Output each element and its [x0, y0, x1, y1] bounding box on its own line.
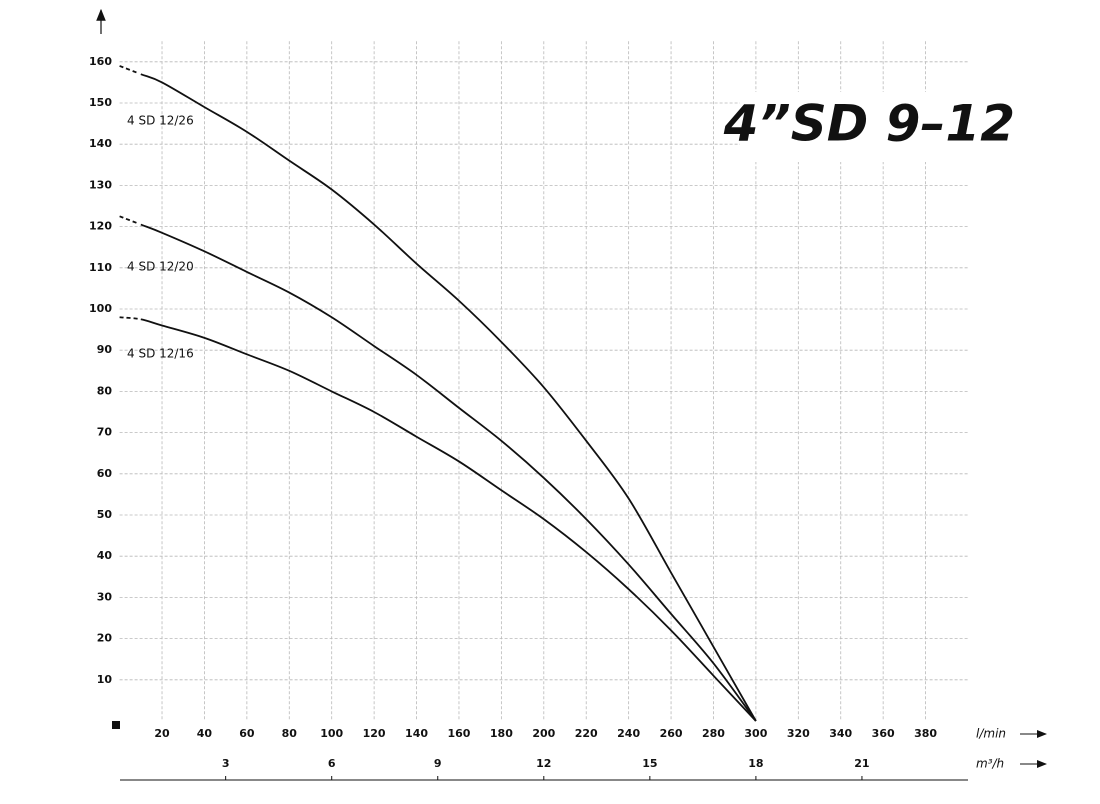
- series-label: 4 SD 12/20: [127, 260, 194, 274]
- y-tick-label: 100: [89, 302, 112, 315]
- origin-marker: [112, 721, 120, 729]
- series-label: 4 SD 12/16: [127, 347, 194, 361]
- x-tick-label: 280: [702, 727, 725, 740]
- curve: [119, 65, 757, 722]
- y-tick-label: 90: [97, 343, 113, 356]
- y-tick-label: 30: [97, 590, 113, 603]
- title-box: [740, 92, 1030, 162]
- x2-tick-label: 21: [854, 757, 869, 770]
- x-tick-label: 320: [787, 727, 810, 740]
- x-axis-unit: l/min: [976, 727, 1006, 741]
- x-tick-label: 20: [154, 727, 170, 740]
- x-tick-label: 140: [405, 727, 428, 740]
- y-tick-label: 80: [97, 384, 113, 397]
- x-tick-label: 160: [447, 727, 470, 740]
- curve: [119, 215, 757, 722]
- x-tick-label: 60: [239, 727, 255, 740]
- y-tick-label: 120: [89, 220, 112, 233]
- y-tick-label: 160: [89, 55, 112, 68]
- x2-tick-label: 6: [328, 757, 336, 770]
- y-tick-label: 20: [97, 632, 113, 645]
- chart-title: 4”SD 9–12: [723, 95, 1015, 153]
- y-tick-label: 140: [89, 137, 112, 150]
- x2-tick-label: 9: [434, 757, 442, 770]
- x2-tick-label: 18: [748, 757, 763, 770]
- y-tick-label: 40: [97, 549, 113, 562]
- y-tick-label: 70: [97, 426, 113, 439]
- x-tick-label: 120: [363, 727, 386, 740]
- x-tick-label: 100: [320, 727, 343, 740]
- series-label: 4 SD 12/26: [127, 114, 194, 128]
- y-tick-label: 50: [97, 508, 113, 521]
- curve: [119, 316, 757, 722]
- y-tick-label: 150: [89, 96, 112, 109]
- x-tick-label: 200: [532, 727, 555, 740]
- x-tick-label: 40: [197, 727, 213, 740]
- x-tick-label: 80: [282, 727, 298, 740]
- y-tick-label: 110: [89, 261, 112, 274]
- x-tick-label: 340: [829, 727, 852, 740]
- x2-tick-label: 15: [642, 757, 657, 770]
- x2-tick-label: 3: [222, 757, 230, 770]
- x-tick-label: 360: [872, 727, 895, 740]
- x-tick-label: 380: [914, 727, 937, 740]
- x2-tick-label: 12: [536, 757, 551, 770]
- x-tick-label: 180: [490, 727, 513, 740]
- x-tick-label: 220: [575, 727, 598, 740]
- x-tick-label: 260: [660, 727, 683, 740]
- y-tick-label: 60: [97, 467, 113, 480]
- x-tick-label: 300: [744, 727, 767, 740]
- y-tick-label: 10: [97, 673, 113, 686]
- x2-axis-unit: m³/h: [976, 757, 1004, 771]
- y-tick-label: 130: [89, 178, 112, 191]
- x-tick-label: 240: [617, 727, 640, 740]
